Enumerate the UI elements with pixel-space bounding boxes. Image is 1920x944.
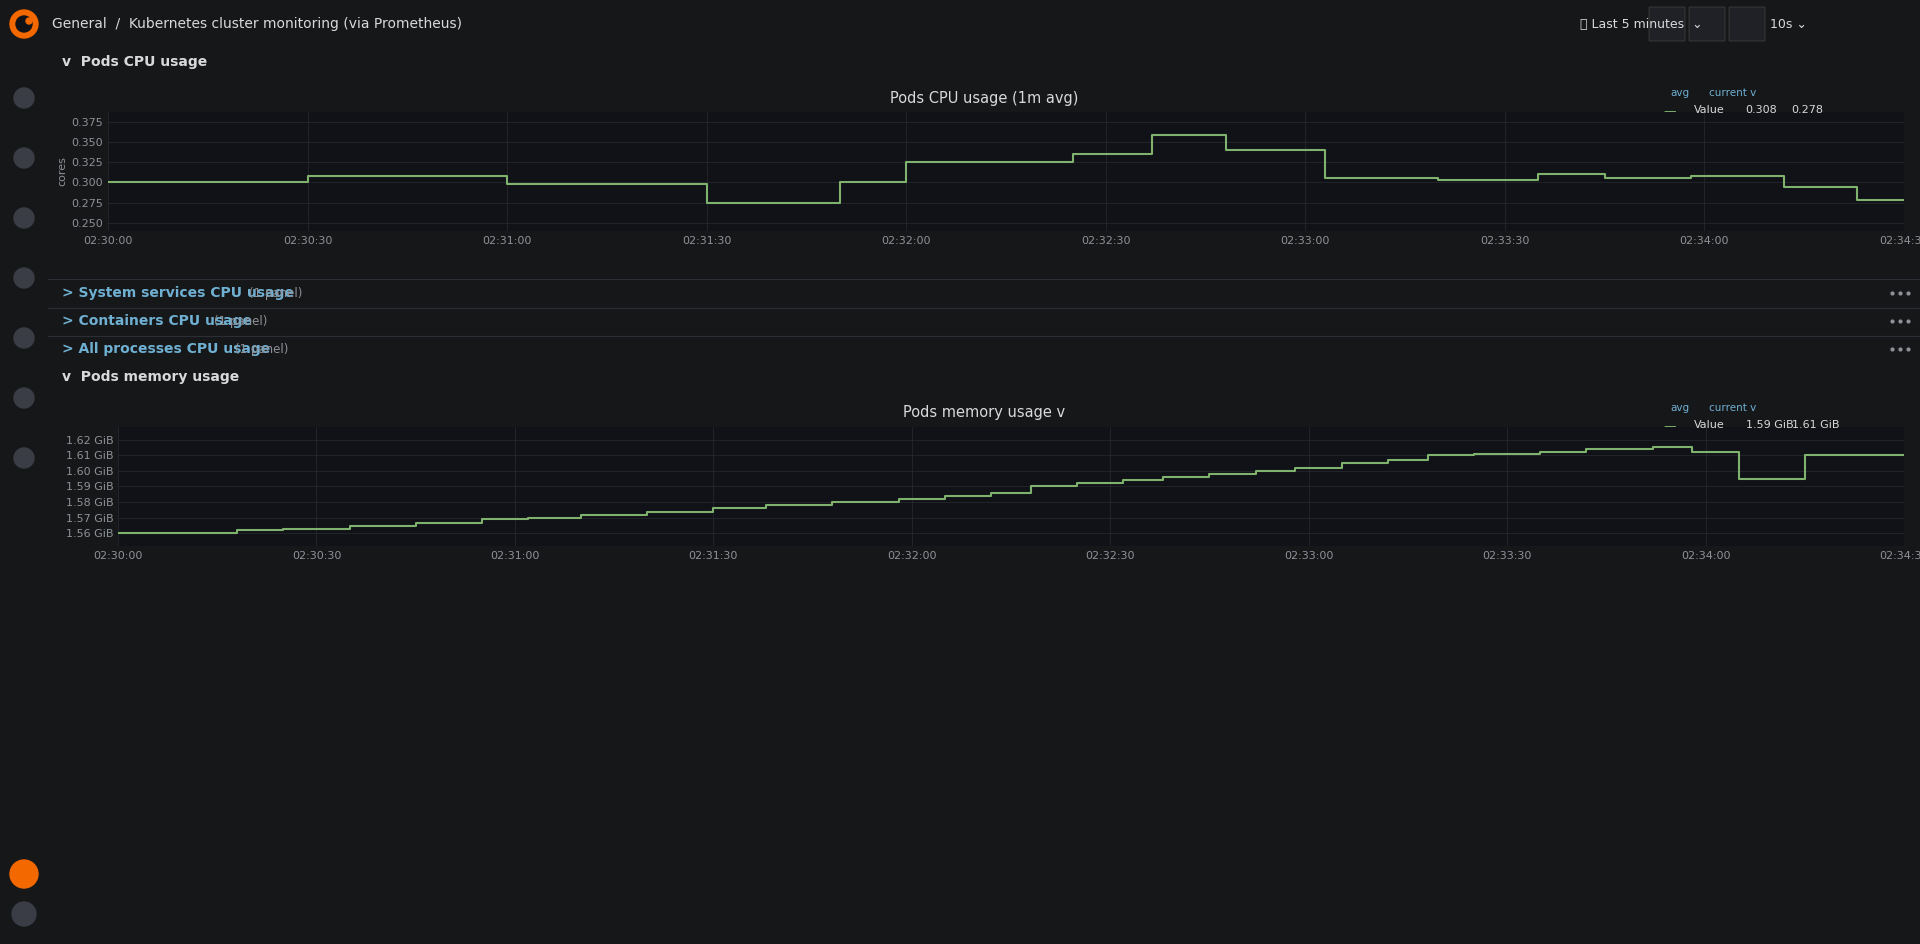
- Text: current v: current v: [1709, 403, 1757, 413]
- Text: —: —: [1663, 106, 1676, 118]
- Circle shape: [13, 268, 35, 288]
- Text: > System services CPU usage: > System services CPU usage: [61, 286, 294, 300]
- Circle shape: [27, 18, 33, 24]
- Circle shape: [10, 10, 38, 38]
- Text: avg: avg: [1670, 89, 1690, 98]
- Text: 0.308: 0.308: [1745, 106, 1778, 115]
- FancyBboxPatch shape: [1649, 7, 1686, 41]
- Circle shape: [13, 148, 35, 168]
- Circle shape: [12, 902, 36, 926]
- Text: (1 panel): (1 panel): [250, 286, 301, 299]
- Text: Pods CPU usage (1m avg): Pods CPU usage (1m avg): [889, 91, 1079, 106]
- Text: > All processes CPU usage: > All processes CPU usage: [61, 342, 271, 356]
- Text: current v: current v: [1709, 89, 1757, 98]
- Circle shape: [10, 860, 38, 888]
- FancyBboxPatch shape: [1690, 7, 1724, 41]
- Circle shape: [13, 448, 35, 468]
- Text: v  Pods CPU usage: v Pods CPU usage: [61, 55, 207, 69]
- Text: v  Pods memory usage: v Pods memory usage: [61, 370, 240, 384]
- Text: 1.61 GiB: 1.61 GiB: [1791, 420, 1839, 430]
- Text: (1 panel): (1 panel): [213, 314, 267, 328]
- Text: 0.278: 0.278: [1791, 106, 1824, 115]
- Text: avg: avg: [1670, 403, 1690, 413]
- Text: > Containers CPU usage: > Containers CPU usage: [61, 314, 252, 328]
- Text: 1.59 GiB: 1.59 GiB: [1745, 420, 1793, 430]
- Circle shape: [13, 328, 35, 348]
- Text: Pods memory usage v: Pods memory usage v: [902, 406, 1066, 420]
- Text: Value: Value: [1693, 420, 1724, 430]
- Text: (1 panel): (1 panel): [234, 343, 288, 356]
- Circle shape: [15, 16, 33, 32]
- Text: General  /  Kubernetes cluster monitoring (via Prometheus): General / Kubernetes cluster monitoring …: [52, 17, 463, 31]
- Text: Value: Value: [1693, 106, 1724, 115]
- Text: 10s ⌄: 10s ⌄: [1770, 18, 1807, 30]
- Text: ⏰ Last 5 minutes  ⌄: ⏰ Last 5 minutes ⌄: [1580, 18, 1703, 30]
- Y-axis label: cores: cores: [58, 157, 67, 186]
- Circle shape: [13, 208, 35, 228]
- Circle shape: [13, 388, 35, 408]
- Text: —: —: [1663, 420, 1676, 433]
- FancyBboxPatch shape: [1730, 7, 1764, 41]
- Circle shape: [13, 88, 35, 108]
